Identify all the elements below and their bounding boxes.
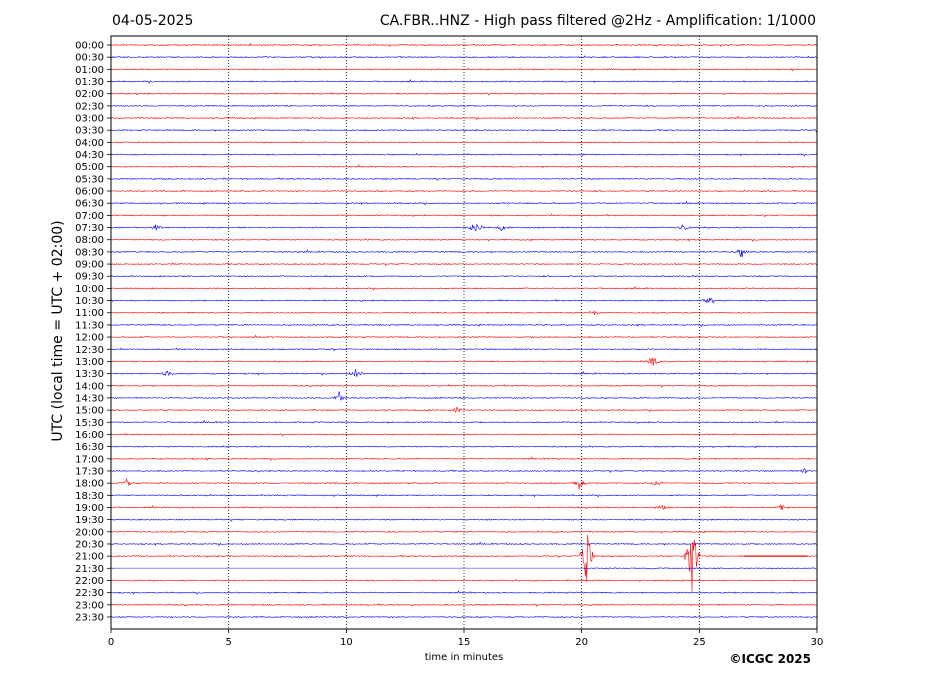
trace-row [110, 468, 817, 474]
y-tick-label: 18:30 [75, 491, 104, 502]
trace-row [110, 444, 818, 449]
y-tick-label: 18:00 [75, 479, 104, 490]
y-tick-label: 22:00 [75, 576, 104, 587]
y-tick-label: 00:00 [75, 41, 104, 52]
y-tick-label: 08:00 [75, 235, 104, 246]
y-tick-label: 07:30 [75, 223, 104, 234]
y-tick-label: 04:00 [75, 138, 104, 149]
trace-row [110, 615, 818, 619]
y-tick-label: 15:00 [75, 406, 104, 417]
y-tick-label: 19:00 [75, 503, 104, 514]
y-tick-label: 09:00 [75, 260, 104, 271]
y-tick-label: 12:00 [75, 333, 104, 344]
trace-row [110, 603, 818, 607]
trace-row [110, 391, 818, 401]
y-tick-label: 05:30 [75, 174, 104, 185]
chart-title: CA.FBR..HNZ - High pass filtered @2Hz - … [380, 13, 816, 29]
y-tick-label: 01:30 [75, 77, 104, 88]
x-tick-label: 15 [458, 637, 471, 648]
date-label: 04-05-2025 [112, 13, 193, 29]
trace-row [110, 406, 818, 413]
trace-row [110, 189, 818, 193]
y-tick-label: 11:00 [75, 308, 104, 319]
trace-row [111, 578, 818, 583]
y-tick-label: 05:00 [75, 162, 104, 173]
y-tick-label: 08:30 [75, 247, 104, 258]
trace-row [110, 177, 818, 181]
y-tick-label: 00:30 [75, 53, 104, 64]
y-tick-label: 09:30 [75, 272, 104, 283]
trace-row [110, 357, 818, 367]
y-tick-label: 13:30 [75, 369, 104, 380]
trace-row [110, 249, 818, 258]
y-tick-label: 04:30 [75, 150, 104, 161]
y-tick-label: 21:30 [75, 564, 104, 575]
trace-row [111, 200, 817, 206]
y-tick-label: 10:30 [75, 296, 104, 307]
trace-row [110, 432, 818, 437]
trace-row [110, 164, 818, 169]
y-tick-label: 03:00 [75, 114, 104, 125]
y-tick-label: 20:30 [75, 539, 104, 550]
x-tick-label: 5 [225, 637, 231, 648]
x-axis-label: time in minutes [425, 652, 504, 663]
y-axis-label: UTC (local time = UTC + 02:00) [50, 220, 66, 441]
x-tick-label: 10 [340, 637, 353, 648]
y-tick-label: 17:00 [75, 454, 104, 465]
y-tick-label: 01:00 [75, 65, 104, 76]
y-tick-label: 06:30 [75, 199, 104, 210]
y-tick-label: 12:30 [75, 345, 104, 356]
y-tick-label: 23:30 [75, 612, 104, 623]
x-tick-label: 30 [811, 637, 824, 648]
x-tick-label: 25 [693, 637, 706, 648]
y-tick-label: 17:30 [75, 466, 104, 477]
y-tick-label: 10:00 [75, 284, 104, 295]
x-tick-label: 0 [108, 637, 114, 648]
copyright-label: ©ICGC 2025 [729, 652, 811, 666]
y-tick-label: 15:30 [75, 418, 104, 429]
y-tick-label: 14:00 [75, 381, 104, 392]
y-tick-label: 21:00 [75, 552, 104, 563]
y-tick-label: 23:00 [75, 600, 104, 611]
y-tick-label: 13:00 [75, 357, 104, 368]
trace-row [110, 456, 818, 462]
y-tick-label: 20:00 [75, 527, 104, 538]
trace-row [111, 384, 818, 388]
x-tick-label: 20 [575, 637, 588, 648]
y-tick-label: 14:30 [75, 393, 104, 404]
y-tick-label: 02:00 [75, 89, 104, 100]
y-tick-label: 11:30 [75, 320, 104, 331]
trace-row [110, 347, 818, 352]
trace-row [111, 237, 817, 242]
y-tick-label: 22:30 [75, 588, 104, 599]
y-tick-label: 07:00 [75, 211, 104, 222]
y-tick-label: 03:30 [75, 126, 104, 137]
trace-row [110, 419, 818, 424]
y-tick-label: 02:30 [75, 101, 104, 112]
trace-row [110, 223, 818, 232]
y-tick-label: 19:30 [75, 515, 104, 526]
y-tick-label: 16:00 [75, 430, 104, 441]
trace-row [110, 152, 818, 157]
trace-row [110, 213, 818, 218]
y-tick-label: 06:00 [75, 187, 104, 198]
y-tick-label: 16:30 [75, 442, 104, 453]
x-axis: 0 5 10 15 20 25 30 [108, 629, 824, 648]
trace-row [110, 369, 818, 377]
trace-row [110, 590, 818, 595]
grid-lines [228, 36, 700, 629]
